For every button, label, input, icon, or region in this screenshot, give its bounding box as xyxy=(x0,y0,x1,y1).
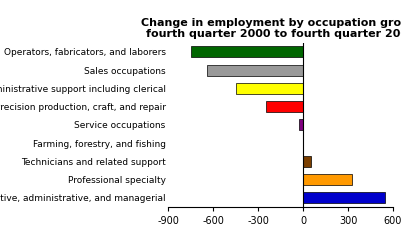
Bar xyxy=(236,83,303,94)
Bar xyxy=(191,46,303,57)
Bar xyxy=(303,156,311,167)
Bar xyxy=(300,119,303,130)
Bar xyxy=(207,65,303,76)
Title: Change in employment by occupation group,
fourth quarter 2000 to fourth quarter : Change in employment by occupation group… xyxy=(141,18,401,39)
Bar xyxy=(303,193,385,203)
Bar xyxy=(303,174,352,185)
Bar xyxy=(266,101,303,112)
